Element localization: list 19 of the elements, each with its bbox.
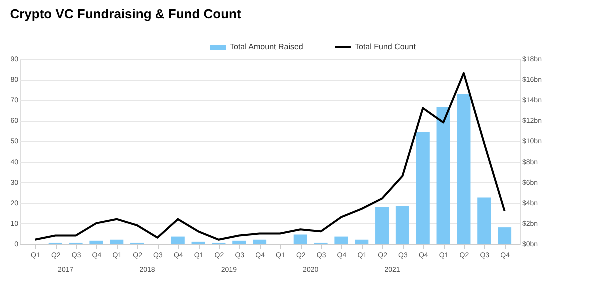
bar bbox=[253, 240, 267, 244]
bar bbox=[457, 94, 471, 244]
line-series bbox=[34, 72, 506, 241]
bar bbox=[498, 228, 512, 244]
legend-label: Total Fund Count bbox=[355, 42, 417, 52]
legend-label: Total Amount Raised bbox=[230, 42, 304, 52]
bar bbox=[90, 240, 104, 244]
bar bbox=[294, 234, 308, 244]
bar bbox=[334, 236, 348, 244]
bar bbox=[110, 240, 124, 244]
bar bbox=[376, 207, 390, 244]
bar bbox=[171, 236, 185, 244]
bar bbox=[355, 240, 369, 244]
bar bbox=[416, 132, 430, 244]
chart-title: Crypto VC Fundraising & Fund Count bbox=[10, 6, 242, 22]
bar bbox=[396, 206, 410, 244]
bar bbox=[478, 198, 492, 244]
bar bbox=[436, 107, 450, 244]
bar bbox=[232, 240, 246, 244]
